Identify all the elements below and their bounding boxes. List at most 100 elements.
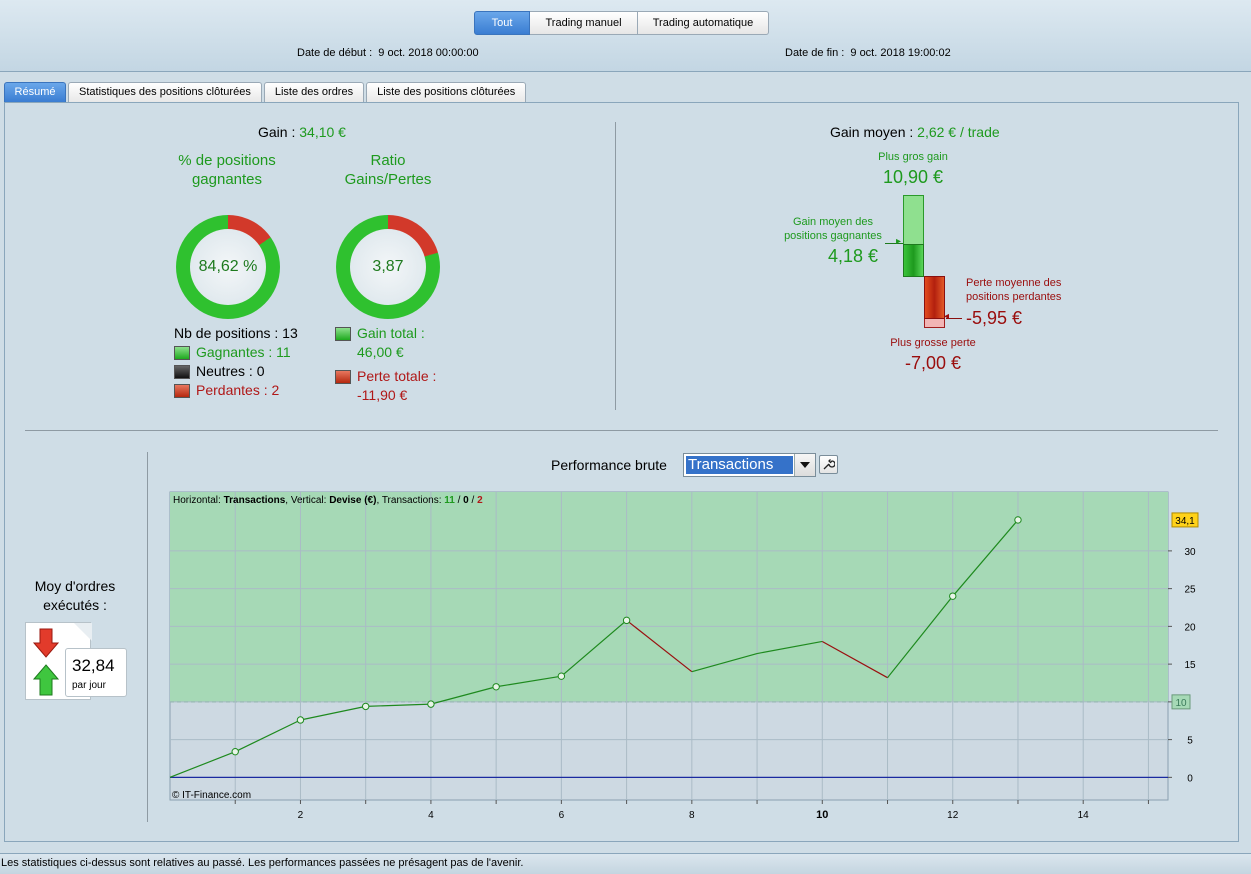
mode-manuel-button[interactable]: Trading manuel <box>530 11 638 35</box>
footer-disclaimer: Les statistiques ci-dessus sont relative… <box>0 853 1251 874</box>
plus-grosse-perte-label: Plus grosse perte <box>890 337 976 349</box>
gain-moyen-pos-label: Gain moyen des positions gagnantes <box>784 216 882 242</box>
series-segment <box>821 640 888 679</box>
gain-total-label: Gain total : <box>357 325 425 341</box>
x-tick-label: 4 <box>428 810 434 821</box>
performance-select-value: Transactions <box>686 456 793 474</box>
performance-select[interactable]: Transactions <box>683 453 816 477</box>
start-date-label: Date de début : <box>297 47 373 59</box>
gain-moyen-value: 2,62 € / trade <box>917 124 1000 140</box>
legend-gain-total: Gain total : <box>335 324 436 343</box>
data-point <box>296 716 305 724</box>
perte-totale-value: -11,90 € <box>357 387 408 403</box>
chevron-down-icon[interactable] <box>794 454 815 476</box>
data-point <box>492 683 500 691</box>
data-point <box>557 672 566 680</box>
end-date-label: Date de fin : <box>785 47 845 59</box>
y-tick-label: 30 <box>1184 547 1196 558</box>
moy-ordres-unit: par jour <box>72 680 106 691</box>
neutres-text: Neutres : 0 <box>196 363 265 379</box>
green-swatch-icon <box>335 326 351 341</box>
plus-gros-gain-value: 10,90 € <box>882 167 944 187</box>
y-tick-label: 25 <box>1184 585 1196 596</box>
black-swatch-icon <box>174 364 190 379</box>
series-segment <box>952 519 1019 597</box>
chart-copyright: © IT-Finance.com <box>172 790 251 801</box>
tab-bar: Résumé Statistiques des positions clôtur… <box>4 82 527 102</box>
plus-grosse-perte-value: -7,00 € <box>904 353 962 373</box>
left-arrow-icon: ◂ <box>944 311 950 322</box>
end-date-value: 9 oct. 2018 19:00:02 <box>850 47 951 59</box>
series-segment <box>887 595 954 679</box>
tab-resume[interactable]: Résumé <box>4 82 66 102</box>
series-segment <box>626 619 693 673</box>
data-point <box>622 616 631 625</box>
series-segment <box>234 719 301 753</box>
chart-info: Horizontal: Transactions, Vertical: Devi… <box>173 495 483 506</box>
gain-moyen-title: Gain moyen : 2,62 € / trade <box>830 124 1000 140</box>
start-date-value: 9 oct. 2018 00:00:00 <box>378 47 479 59</box>
end-date: Date de fin : 9 oct. 2018 19:00:02 <box>785 47 951 59</box>
wrench-icon[interactable] <box>819 455 838 474</box>
perte-moyenne-label: Perte moyenne des positions perdantes <box>966 277 1062 303</box>
positive-zone <box>170 492 1168 702</box>
header: Tout Trading manuel Trading automatique … <box>0 0 1251 72</box>
y-tick-label: 15 <box>1184 660 1196 671</box>
y-tick-label: 20 <box>1184 622 1196 633</box>
x-tick-label: 2 <box>298 810 304 821</box>
y-tick-label: 5 <box>1187 736 1193 747</box>
gagnantes-text: Gagnantes : 11 <box>196 344 291 360</box>
data-point <box>231 747 239 756</box>
perte-moyenne-value: -5,95 € <box>966 308 1023 328</box>
last-value-badge <box>1171 512 1199 528</box>
series-segment <box>169 751 236 778</box>
nb-positions: Nb de positions : 13 <box>174 325 298 341</box>
last-value-label: 34,1 <box>1175 516 1195 527</box>
vertical-divider <box>615 122 616 410</box>
legend-perte-totale: Perte totale : <box>335 367 436 386</box>
legend-perdantes: Perdantes : 2 <box>174 381 298 400</box>
series-segment <box>691 652 758 673</box>
green-swatch-icon <box>174 345 190 360</box>
red-swatch-icon <box>174 383 190 398</box>
data-point <box>1014 516 1022 524</box>
legend-neutres: Neutres : 0 <box>174 362 298 381</box>
perdantes-text: Perdantes : 2 <box>196 382 280 398</box>
totals-legend: Gain total : 46,00 € Perte totale : -11,… <box>335 324 436 405</box>
pct-donut: 84,62 % <box>176 215 280 319</box>
y-tick-label: 0 <box>1187 773 1193 784</box>
mode-auto-button[interactable]: Trading automatique <box>638 11 769 35</box>
tab-liste-ordres[interactable]: Liste des ordres <box>263 82 365 102</box>
plus-gros-gain-label: Plus gros gain <box>878 151 948 163</box>
threshold-label: 10 <box>1175 698 1187 709</box>
mode-tout-button[interactable]: Tout <box>474 11 530 35</box>
gain-value: 34,10 € <box>299 124 346 140</box>
right-arrow-icon: ▸ <box>896 236 902 247</box>
series-segment <box>300 705 366 721</box>
gain-pointer-line <box>885 243 903 244</box>
loss-avg-bar <box>924 276 945 319</box>
series-segment <box>365 703 431 707</box>
performance-chart: 0 5 15 20 25 30 2 4 6 8 10 12 14 Horizontal: Transac… <box>169 491 1199 821</box>
up-arrow <box>32 664 60 696</box>
ratio-donut: 3,87 <box>336 215 440 319</box>
x-tick-label: 10 <box>816 809 828 821</box>
ratio-donut-value: 3,87 <box>350 229 426 305</box>
series-segment <box>496 675 562 688</box>
positions-legend: Nb de positions : 13 Gagnantes : 11 Neut… <box>174 324 298 400</box>
gain-title: Gain : 34,10 € <box>258 124 346 140</box>
series-segment <box>430 686 497 705</box>
series-segment <box>756 640 823 655</box>
ratio-title: Ratio Gains/Pertes <box>344 152 432 188</box>
vertical-divider-chart <box>147 452 148 822</box>
series-segment <box>560 619 627 677</box>
tab-statistiques[interactable]: Statistiques des positions clôturées <box>68 82 262 102</box>
down-arrow <box>32 628 60 658</box>
gain-avg-bar <box>903 244 924 277</box>
loss-pointer-line <box>946 318 962 319</box>
tab-liste-positions[interactable]: Liste des positions clôturées <box>366 82 527 102</box>
x-tick-label: 6 <box>559 810 565 821</box>
horizontal-divider <box>25 430 1218 431</box>
threshold-badge <box>1171 694 1191 710</box>
pct-title: % de positions gagnantes <box>178 152 276 188</box>
